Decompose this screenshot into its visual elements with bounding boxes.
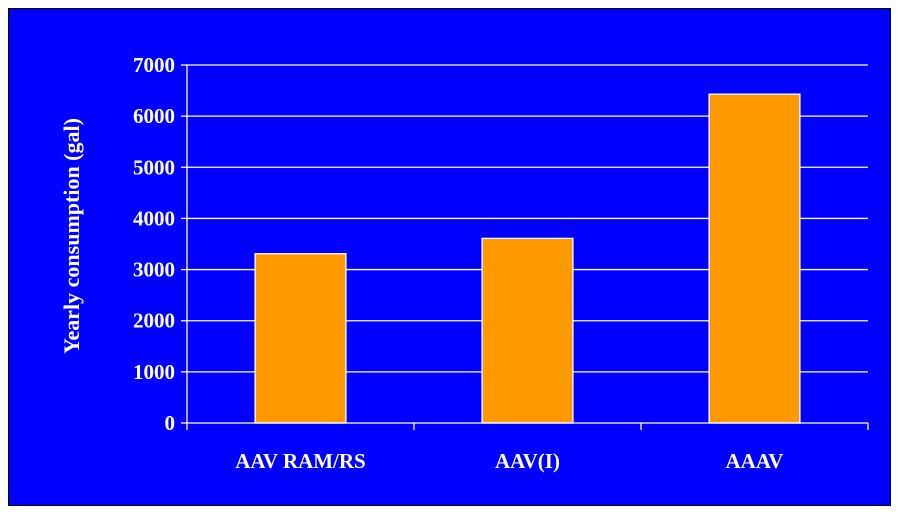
- y-tick-label: 5000: [133, 155, 175, 179]
- y-tick-label: 6000: [133, 104, 175, 128]
- bar-aav-i: [481, 237, 574, 424]
- y-tick-label: 0: [165, 411, 176, 435]
- x-category-label: AAV RAM/RS: [235, 449, 366, 473]
- y-tick-label: 3000: [133, 258, 175, 282]
- y-tick-labels: 0 1000 2000 3000 4000 5000 6000 7000: [133, 53, 175, 435]
- bar-aav-ram-rs: [254, 253, 347, 424]
- axes: [181, 64, 869, 430]
- x-category-label: AAAV: [726, 449, 784, 473]
- bar-chart: 0 1000 2000 3000 4000 5000 6000 7000 AAV RAM/RS…: [59, 53, 869, 473]
- x-category-label: AAV(I): [495, 449, 560, 473]
- y-tick-label: 2000: [133, 309, 175, 333]
- y-tick-label: 7000: [133, 53, 175, 77]
- x-category-labels: AAV RAM/RS AAV(I) AAAV: [235, 449, 783, 473]
- y-tick-label: 4000: [133, 206, 175, 230]
- y-tick-label: 1000: [133, 360, 175, 384]
- chart-frame: 0 1000 2000 3000 4000 5000 6000 7000 AAV RAM/RS…: [8, 8, 891, 506]
- y-axis-title: Yearly consumption (gal): [59, 118, 84, 354]
- bar-aaav: [708, 93, 801, 424]
- bars: [254, 93, 801, 424]
